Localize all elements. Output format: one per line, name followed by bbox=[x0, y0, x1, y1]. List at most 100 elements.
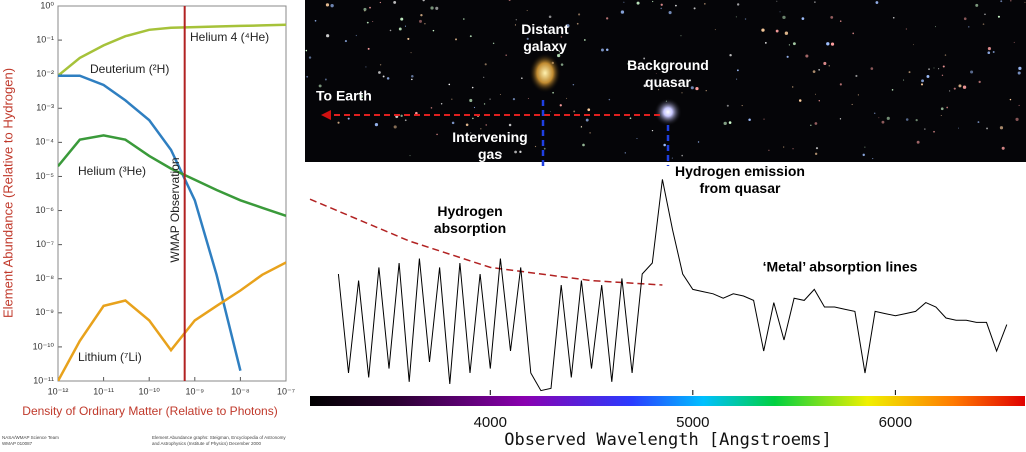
star bbox=[963, 17, 967, 21]
star bbox=[526, 10, 528, 12]
star bbox=[573, 110, 576, 113]
star bbox=[779, 11, 781, 13]
star bbox=[660, 3, 663, 6]
star bbox=[526, 37, 529, 40]
star bbox=[997, 15, 1000, 18]
star bbox=[805, 54, 809, 58]
star bbox=[655, 72, 657, 74]
star bbox=[921, 79, 924, 83]
star bbox=[430, 6, 434, 10]
star bbox=[393, 125, 397, 129]
star bbox=[471, 86, 474, 89]
star bbox=[783, 146, 785, 148]
continuum-line bbox=[309, 198, 663, 286]
star bbox=[839, 83, 842, 86]
star bbox=[1013, 41, 1015, 43]
star bbox=[814, 1, 816, 3]
star bbox=[643, 57, 646, 60]
star bbox=[984, 13, 986, 16]
star bbox=[534, 145, 537, 148]
star bbox=[942, 65, 945, 68]
star bbox=[875, 1, 879, 4]
star bbox=[978, 80, 981, 84]
star bbox=[818, 100, 820, 102]
x-tick-label: 5000 bbox=[676, 414, 709, 431]
star bbox=[999, 126, 1004, 130]
annotation: Hydrogen emission from quasar bbox=[675, 163, 805, 196]
star bbox=[624, 152, 626, 154]
x-tick-label: 10⁻⁷ bbox=[277, 386, 295, 396]
star bbox=[411, 78, 413, 81]
star bbox=[886, 116, 890, 120]
annotation: Hydrogen absorption bbox=[434, 203, 506, 236]
star bbox=[472, 117, 474, 120]
star bbox=[363, 7, 367, 11]
star bbox=[855, 74, 858, 78]
stars bbox=[305, 0, 1026, 160]
sky-photo bbox=[305, 0, 1026, 162]
star bbox=[946, 106, 949, 109]
star bbox=[369, 6, 371, 9]
series-line bbox=[58, 261, 286, 381]
star bbox=[728, 121, 732, 124]
star bbox=[367, 47, 370, 50]
star bbox=[862, 153, 865, 157]
annotation: Intervening gas bbox=[452, 129, 527, 162]
star bbox=[420, 13, 423, 17]
star bbox=[788, 44, 791, 46]
y-tick-label: 10⁻¹¹ bbox=[33, 375, 54, 385]
star bbox=[902, 79, 905, 81]
series-line bbox=[58, 74, 242, 372]
star bbox=[585, 118, 589, 122]
star bbox=[629, 117, 632, 120]
star bbox=[926, 74, 930, 78]
series-line bbox=[58, 23, 286, 77]
x-axis-label: Observed Wavelength [Angstroems] bbox=[504, 430, 832, 450]
star bbox=[870, 67, 874, 70]
star bbox=[736, 3, 740, 6]
star bbox=[982, 23, 985, 25]
star bbox=[492, 42, 495, 45]
star bbox=[404, 119, 407, 122]
star bbox=[704, 3, 706, 5]
star bbox=[940, 107, 944, 111]
star bbox=[485, 124, 487, 126]
star bbox=[606, 17, 609, 20]
star bbox=[448, 83, 451, 86]
star bbox=[695, 86, 699, 91]
star bbox=[660, 7, 662, 10]
star bbox=[372, 20, 374, 22]
star bbox=[851, 103, 853, 106]
star bbox=[435, 6, 439, 10]
series-label: Helium 4 (⁴He) bbox=[190, 30, 269, 44]
star bbox=[508, 123, 512, 127]
y-axis-label: Element Abundance (Relative to Hydrogen) bbox=[0, 68, 15, 318]
observation-label: WMAP Observation bbox=[168, 157, 182, 262]
star bbox=[812, 70, 816, 73]
star bbox=[620, 10, 625, 14]
star bbox=[763, 118, 765, 120]
star bbox=[415, 111, 418, 115]
star bbox=[1001, 146, 1005, 150]
star bbox=[566, 24, 570, 28]
star bbox=[987, 47, 991, 51]
star bbox=[1017, 71, 1021, 75]
star bbox=[306, 75, 309, 78]
star bbox=[382, 75, 385, 78]
star bbox=[379, 1, 381, 4]
star bbox=[814, 152, 818, 156]
star bbox=[908, 71, 911, 74]
star bbox=[786, 55, 789, 58]
annotation: To Earth bbox=[316, 88, 372, 104]
star bbox=[651, 129, 654, 132]
star bbox=[1010, 0, 1012, 2]
star bbox=[470, 132, 472, 134]
star bbox=[580, 126, 583, 128]
star bbox=[933, 67, 935, 69]
star bbox=[587, 108, 591, 112]
star bbox=[798, 99, 802, 102]
star bbox=[949, 90, 951, 92]
y-tick-label: 10⁻¹ bbox=[36, 34, 54, 44]
star bbox=[424, 23, 426, 25]
star bbox=[589, 132, 591, 134]
